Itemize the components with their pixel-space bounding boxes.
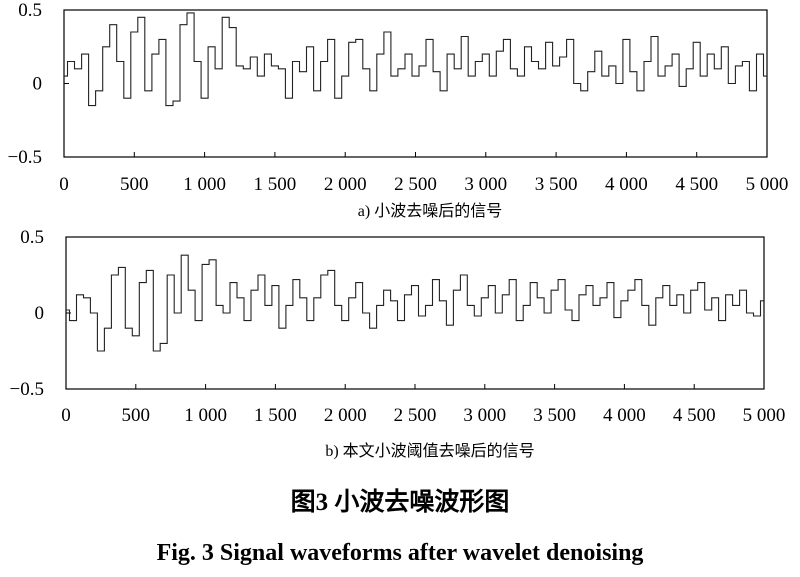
x-tick-label: 3 000 — [463, 405, 506, 426]
x-tick-label: 1 000 — [183, 174, 226, 195]
signal-line-b — [66, 254, 764, 352]
x-tick-label: 1 500 — [254, 174, 297, 195]
x-tick-label: 2 000 — [324, 174, 367, 195]
y-tick-label: 0.5 — [20, 227, 44, 248]
x-tick-label: 3 500 — [533, 405, 576, 426]
x-tick-label: 3 500 — [535, 174, 578, 195]
y-tick-label: 0 — [35, 303, 45, 324]
x-tick-label: 500 — [120, 174, 149, 195]
y-tick-label: 0.5 — [18, 0, 42, 21]
caption-b: b) 本文小波阈值去噪后的信号 — [325, 442, 534, 460]
panel-b: 0 500 1 000 1 500 2 000 2 500 3 000 3 500 4 000 4… — [10, 227, 786, 460]
x-tick-label: 5 000 — [743, 405, 786, 426]
x-tick-label: 4 500 — [673, 405, 716, 426]
y-tick-label: −0.5 — [10, 379, 44, 400]
x-tick-label: 500 — [122, 405, 151, 426]
figure-title-en: Fig. 3 Signal waveforms after wavelet de… — [157, 540, 644, 566]
x-tick-label: 1 500 — [254, 405, 297, 426]
x-tick-label: 2 500 — [394, 405, 437, 426]
x-tick-label: 0 — [59, 174, 69, 195]
y-tick-label: 0 — [33, 74, 43, 95]
x-tick-label: 4 500 — [675, 174, 718, 195]
x-tick-label: 3 000 — [464, 174, 507, 195]
y-tick-label: −0.5 — [8, 147, 42, 168]
panel-a: 0 500 1 000 1 500 2 000 2 500 3 000 3 500 4 000 4… — [8, 0, 789, 220]
axes-frame-b — [65, 236, 765, 390]
x-tick-label: 2 500 — [394, 174, 437, 195]
caption-a: a) 小波去噪后的信号 — [358, 202, 502, 220]
axes-frame-a — [63, 9, 768, 158]
x-tick-label: 1 000 — [184, 405, 227, 426]
x-tick-label: 0 — [61, 405, 71, 426]
x-tick-label: 4 000 — [605, 174, 648, 195]
x-tick-label: 4 000 — [603, 405, 646, 426]
figure-title-cn: 图3 小波去噪波形图 — [291, 488, 510, 516]
x-tick-label: 2 000 — [324, 405, 367, 426]
x-tick-label: 5 000 — [746, 174, 789, 195]
signal-line-a — [64, 12, 767, 107]
